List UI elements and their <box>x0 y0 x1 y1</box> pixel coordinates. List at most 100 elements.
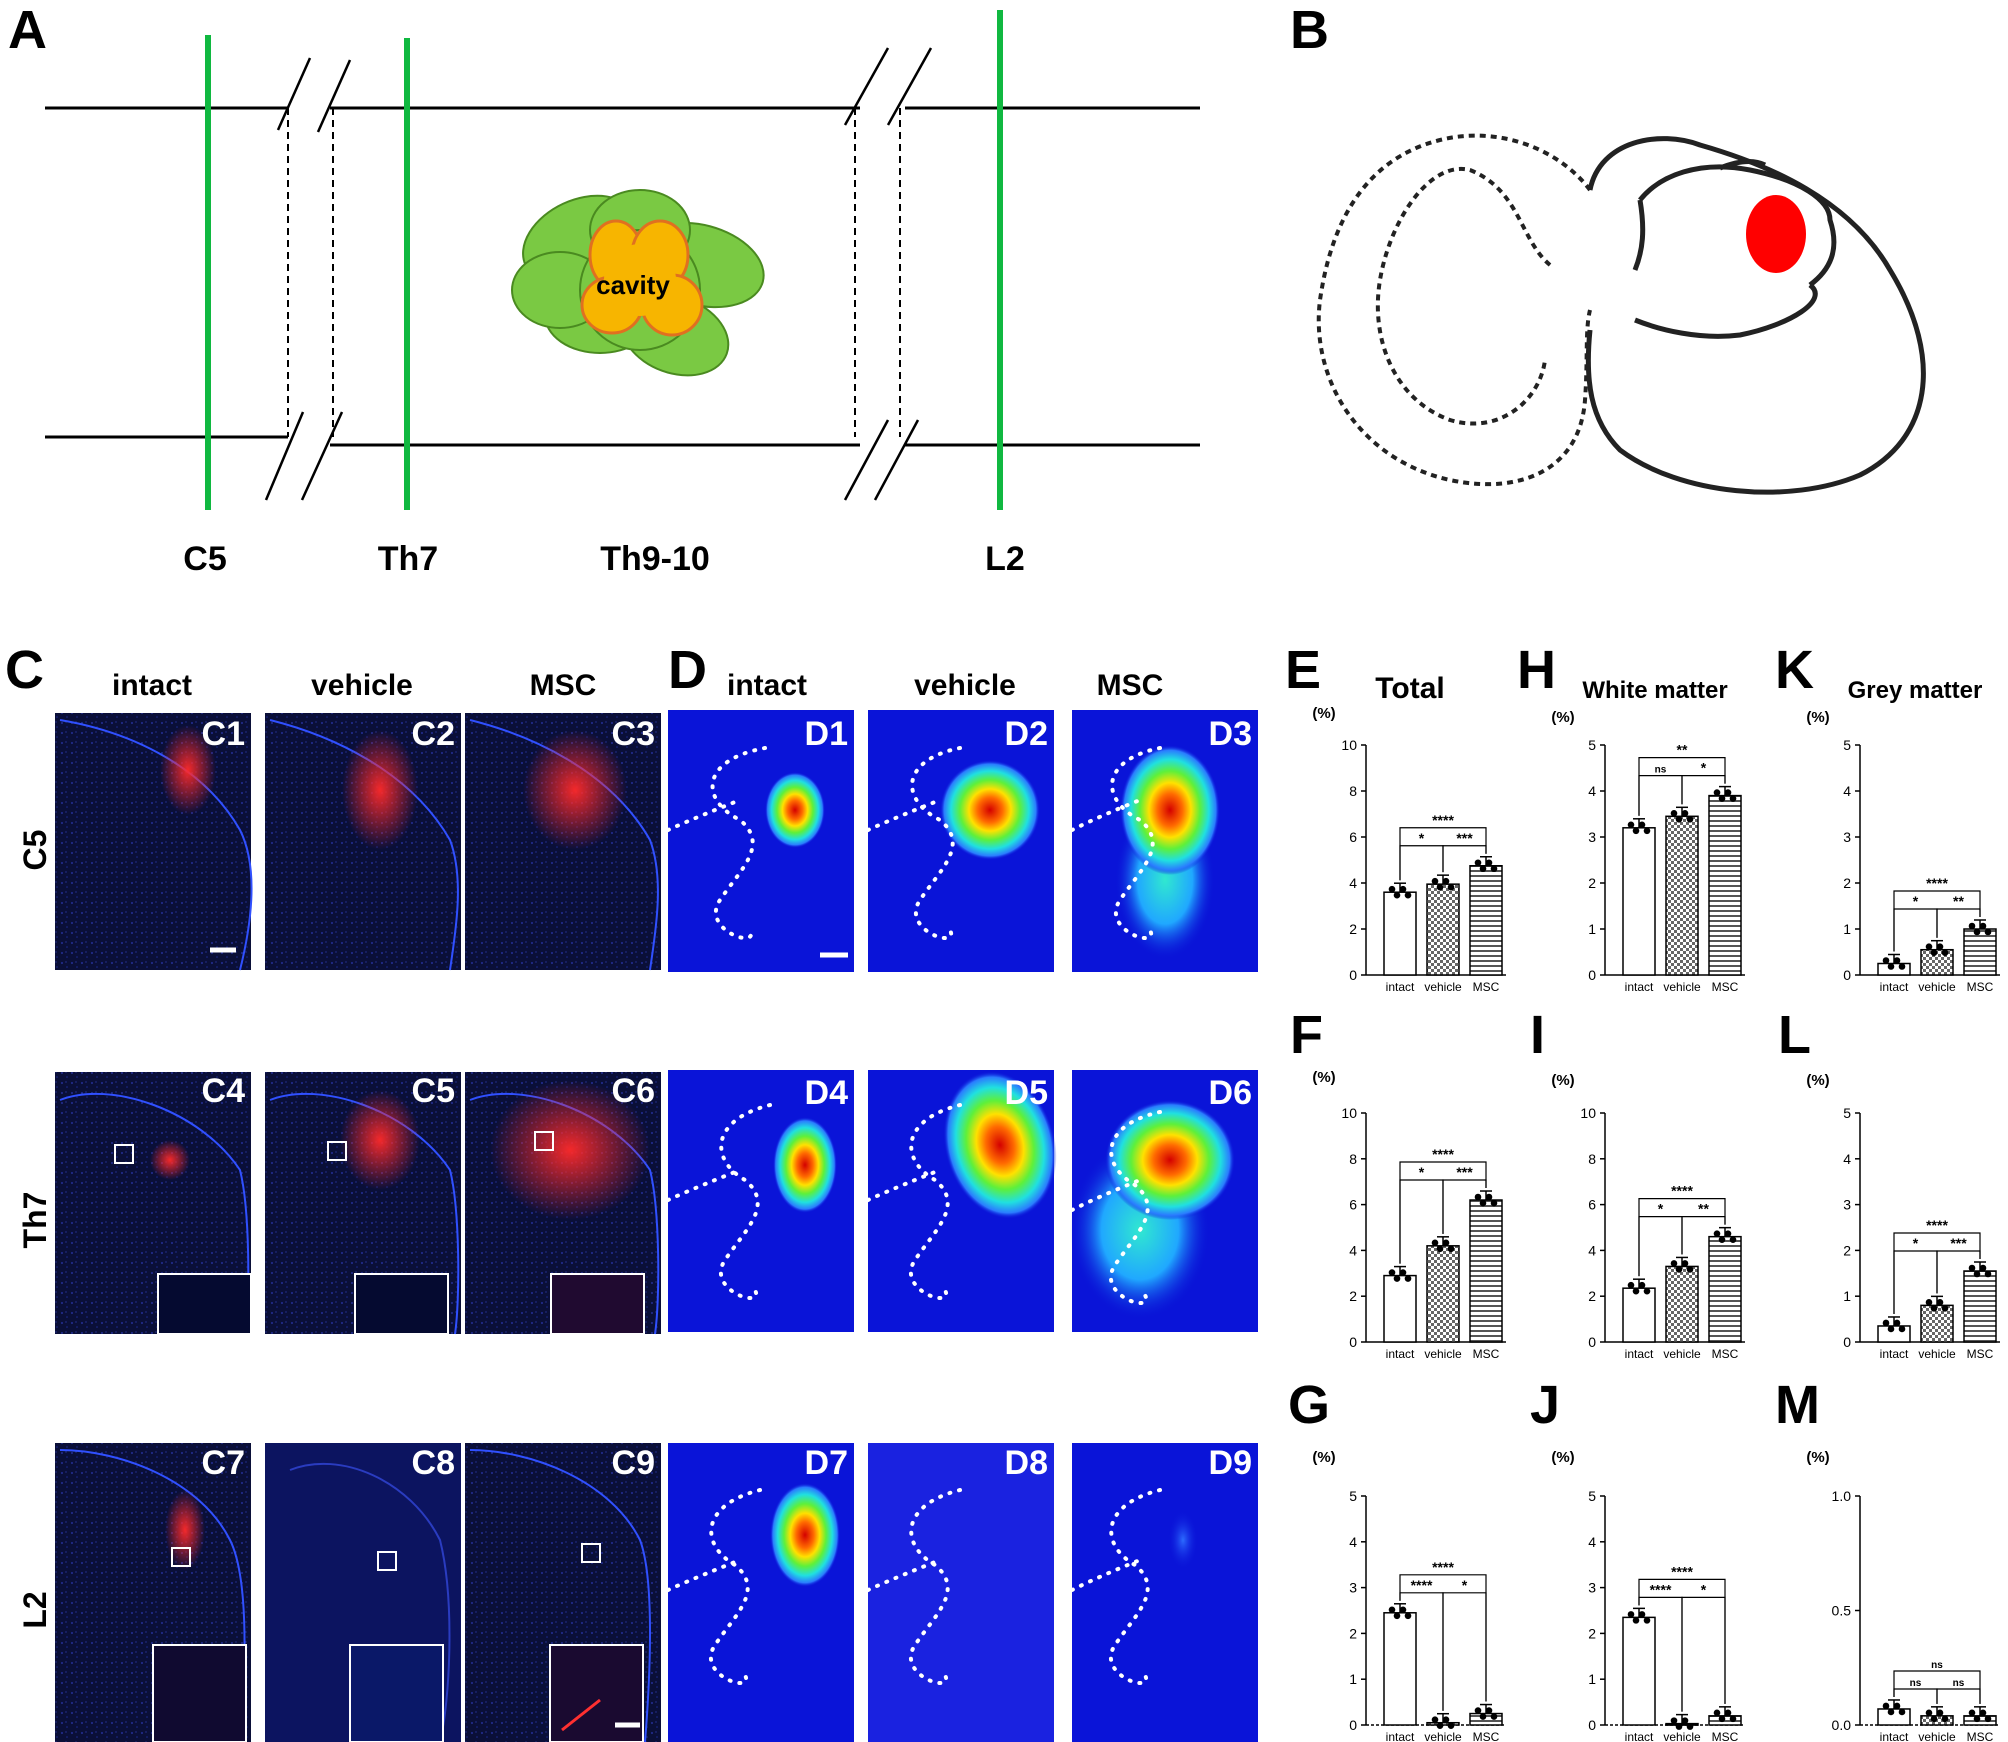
bar-intact <box>1383 891 1417 976</box>
y-tick-label: 4 <box>1588 1534 1596 1550</box>
significance-label: ns <box>1953 1678 1965 1689</box>
data-point <box>1893 1702 1901 1710</box>
y-tick-label: 3 <box>1588 829 1596 845</box>
data-point <box>1936 1709 1944 1717</box>
data-point <box>1643 1287 1651 1295</box>
data-point <box>1638 821 1646 829</box>
bar-MSC <box>1469 865 1503 976</box>
data-point <box>1882 1319 1890 1327</box>
data-point <box>1984 928 1992 936</box>
bar-MSC <box>1708 1235 1742 1343</box>
cavity-label: cavity <box>596 270 670 300</box>
micrograph-c5: C5 <box>265 1072 461 1335</box>
data-point <box>1979 922 1987 930</box>
data-point <box>1485 859 1493 867</box>
tile-label-d4: D4 <box>805 1074 849 1112</box>
data-point <box>1729 1236 1737 1243</box>
y-unit-label: (%) <box>1312 1069 1335 1086</box>
data-point <box>1984 1270 1992 1278</box>
significance-label: ** <box>1698 1201 1709 1217</box>
tile-label-c1: C1 <box>202 715 245 753</box>
significance-label: **** <box>1926 1217 1948 1233</box>
cross-section-outline <box>1585 136 1926 495</box>
cross-section-dashed-half <box>1316 133 1592 487</box>
y-tick-label: 8 <box>1349 783 1357 799</box>
x-tick-label: intact <box>1386 1730 1415 1742</box>
cord-outline <box>45 47 1200 501</box>
tile-label-c9: C9 <box>612 1444 655 1482</box>
x-tick-label: vehicle <box>1663 1730 1701 1742</box>
y-tick-label: 3 <box>1843 1197 1851 1213</box>
data-point <box>1941 1715 1949 1723</box>
panel-letter-a: A <box>8 0 47 60</box>
data-point <box>1474 1193 1482 1201</box>
y-tick-label: 3 <box>1349 1580 1357 1596</box>
heatmap-d7: D7 <box>666 1443 854 1742</box>
micrograph-c7: C7 <box>55 1443 251 1742</box>
x-tick-label: intact <box>1625 1730 1654 1742</box>
micrograph-c6: C6 <box>465 1072 661 1335</box>
panel-d: D intact vehicle MSC D1 D2 D3 <box>666 640 1258 1742</box>
bar-intact <box>1383 1612 1417 1726</box>
data-point <box>1404 1275 1412 1282</box>
data-point <box>1393 1612 1401 1620</box>
y-tick-label: 1.0 <box>1832 1488 1852 1504</box>
data-point <box>1973 1270 1981 1278</box>
data-point <box>1399 885 1407 893</box>
micrograph-c8: C8 <box>265 1443 461 1742</box>
segment-label-l2: L2 <box>985 540 1025 578</box>
panel-letter-b: B <box>1290 0 1329 60</box>
x-tick-label: intact <box>1625 1347 1654 1361</box>
data-point <box>1442 877 1450 885</box>
significance-label: * <box>1419 1164 1425 1180</box>
panel-c: C intact vehicle MSC C5 Th7 L2 C1 C2 C3 <box>5 640 661 1742</box>
tile-label-d6: D6 <box>1209 1074 1252 1112</box>
y-tick-label: 0 <box>1349 1717 1357 1733</box>
data-point <box>1675 816 1683 823</box>
tile-label-d5: D5 <box>1005 1074 1048 1112</box>
chart-title: Total <box>1375 672 1444 705</box>
y-tick-label: 4 <box>1349 1242 1357 1258</box>
significance-label: **** <box>1432 812 1454 828</box>
data-point <box>1718 1236 1726 1243</box>
significance-label: ** <box>1953 893 1964 909</box>
y-tick-label: 1 <box>1843 1288 1851 1304</box>
data-point <box>1490 865 1498 873</box>
data-point <box>1713 1230 1721 1237</box>
tile-label-c8: C8 <box>412 1444 455 1482</box>
heat-col-header-msc: MSC <box>1097 669 1164 702</box>
y-tick-label: 1 <box>1588 1671 1596 1687</box>
panel-letter-m: M <box>1775 1375 1820 1435</box>
x-tick-label: intact <box>1625 980 1654 994</box>
chart-title: Grey matter <box>1848 677 1983 704</box>
data-point <box>1474 1707 1482 1714</box>
micrograph-c4: C4 <box>55 1072 252 1335</box>
data-point <box>1686 816 1694 823</box>
x-tick-label: MSC <box>1967 1730 1994 1742</box>
y-tick-label: 4 <box>1843 783 1851 799</box>
data-point <box>1436 883 1444 891</box>
heat-col-header-intact: intact <box>727 669 807 702</box>
x-tick-label: vehicle <box>1424 1730 1462 1742</box>
data-point <box>1490 1713 1498 1720</box>
bar-vehicle <box>1920 1304 1954 1343</box>
data-point <box>1431 877 1439 885</box>
significance-bracket: **** <box>1893 1217 1981 1314</box>
data-point <box>1447 1245 1455 1253</box>
chart-panel-letters: E H K F I L G J M <box>1285 640 1820 1435</box>
y-tick-label: 0 <box>1349 1334 1357 1350</box>
bar-intact <box>1622 1287 1656 1343</box>
significance-label: * <box>1462 1577 1468 1593</box>
data-point <box>1686 1266 1694 1273</box>
data-point <box>1404 891 1412 899</box>
y-tick-label: 0 <box>1843 1334 1851 1350</box>
significance-label: * <box>1913 1235 1919 1251</box>
significance-label: **** <box>1411 1577 1433 1593</box>
data-point <box>1399 1606 1407 1614</box>
bar-vehicle <box>1426 883 1460 976</box>
data-point <box>1627 1611 1635 1618</box>
